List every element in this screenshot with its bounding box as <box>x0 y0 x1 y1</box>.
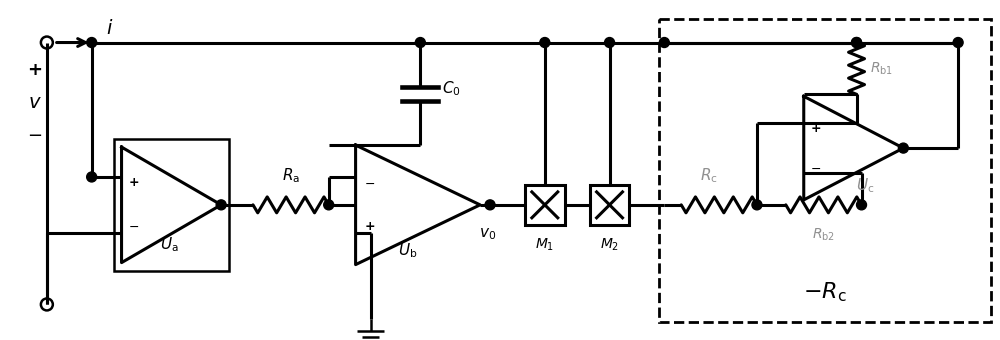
Text: $C_0$: $C_0$ <box>442 80 461 98</box>
Text: $v_0$: $v_0$ <box>479 227 497 242</box>
Circle shape <box>852 37 862 48</box>
Text: $U_\mathrm{a}$: $U_\mathrm{a}$ <box>160 235 179 254</box>
Text: $-$: $-$ <box>27 125 42 143</box>
Circle shape <box>324 200 334 210</box>
Text: +: + <box>27 62 42 80</box>
Circle shape <box>752 200 762 210</box>
Text: $U_\mathrm{b}$: $U_\mathrm{b}$ <box>398 241 417 260</box>
Text: $R_\mathrm{a}$: $R_\mathrm{a}$ <box>282 166 300 185</box>
Circle shape <box>415 37 425 48</box>
Circle shape <box>857 200 866 210</box>
Circle shape <box>953 37 963 48</box>
Circle shape <box>540 37 550 48</box>
Circle shape <box>485 200 495 210</box>
Circle shape <box>605 37 615 48</box>
Bar <box>114 139 229 271</box>
Text: +: + <box>810 122 821 135</box>
Text: $-$: $-$ <box>128 220 139 233</box>
Text: $-$: $-$ <box>810 162 821 174</box>
Text: $-$: $-$ <box>364 176 375 189</box>
Text: +: + <box>364 220 375 233</box>
Circle shape <box>852 37 862 48</box>
Text: $i$: $i$ <box>106 19 113 38</box>
Text: $M_2$: $M_2$ <box>600 237 619 253</box>
Text: $U_\mathrm{c}$: $U_\mathrm{c}$ <box>856 176 875 195</box>
Text: $-R_\mathrm{c}$: $-R_\mathrm{c}$ <box>803 281 847 304</box>
Text: $R_\mathrm{b1}$: $R_\mathrm{b1}$ <box>870 60 894 76</box>
Circle shape <box>659 37 669 48</box>
Circle shape <box>898 143 908 153</box>
Text: $v$: $v$ <box>28 93 42 112</box>
Text: +: + <box>128 176 139 189</box>
Circle shape <box>216 200 226 210</box>
Text: $R_\mathrm{b2}$: $R_\mathrm{b2}$ <box>812 227 835 243</box>
Bar <box>525 185 565 225</box>
Circle shape <box>87 172 97 182</box>
Bar <box>659 19 991 322</box>
Circle shape <box>87 37 97 48</box>
Text: $M_1$: $M_1$ <box>535 237 554 253</box>
Bar <box>590 185 629 225</box>
Text: $R_\mathrm{c}$: $R_\mathrm{c}$ <box>700 166 718 185</box>
